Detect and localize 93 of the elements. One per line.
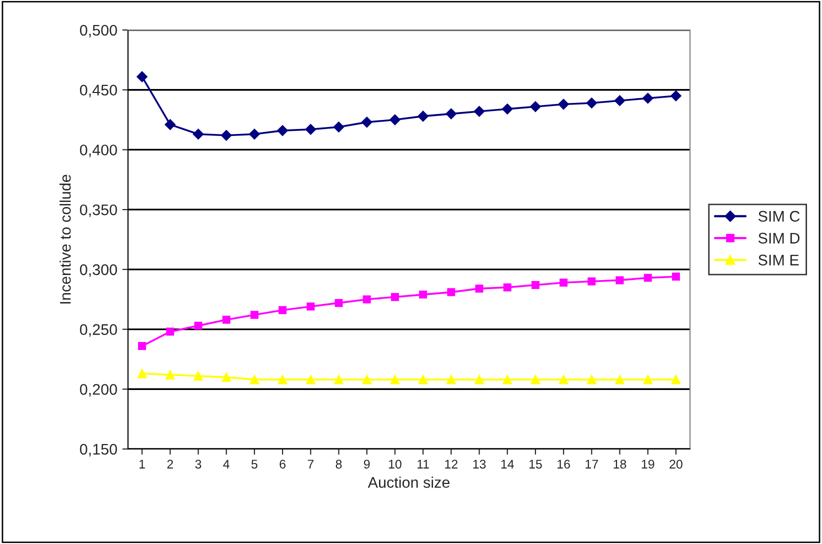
point (306, 374, 316, 384)
point (418, 110, 428, 122)
x-tick-label: 12 (445, 460, 458, 468)
point (616, 276, 624, 284)
point (334, 298, 343, 307)
point (530, 101, 541, 112)
point (277, 125, 288, 136)
y-axis-title: Incentive to collude (60, 174, 71, 304)
x-tick-label: 6 (280, 460, 286, 469)
point (502, 104, 513, 114)
y-tick-label: 0,400 (80, 144, 117, 158)
point (530, 374, 540, 384)
point (672, 272, 680, 281)
point (474, 106, 485, 117)
legend-label: SIM D (758, 232, 800, 244)
point (642, 92, 654, 104)
point (531, 281, 540, 289)
point (194, 322, 202, 330)
point (278, 306, 287, 314)
point (558, 98, 569, 110)
point (250, 374, 260, 384)
point (194, 371, 203, 381)
point (137, 368, 147, 378)
x-tick-label: 4 (223, 460, 230, 468)
point (138, 342, 146, 350)
y-tick-label: 0,200 (80, 384, 117, 397)
point (586, 98, 598, 108)
point (390, 374, 400, 384)
point (136, 71, 148, 82)
point (615, 374, 624, 384)
point (671, 374, 681, 384)
point (306, 302, 315, 311)
point (447, 288, 456, 296)
x-tick-label: 3 (195, 460, 202, 469)
point (588, 277, 596, 286)
point (220, 130, 232, 141)
x-tick-label: 10 (388, 460, 402, 469)
point (166, 328, 174, 336)
point (192, 128, 204, 140)
x-tick-label: 16 (558, 460, 570, 469)
y-tick-label: 0,450 (80, 84, 117, 98)
y-tick-label: 0,350 (80, 204, 117, 218)
point (503, 283, 512, 292)
x-axis-title: Auction size (368, 476, 450, 488)
point (670, 90, 682, 102)
x-tick-label: 14 (501, 460, 514, 468)
y-tick-label: 0,500 (80, 24, 117, 38)
x-tick-label: 2 (167, 460, 173, 468)
point (418, 374, 428, 384)
legend-label: SIM E (758, 254, 799, 266)
point (362, 374, 372, 384)
point (475, 284, 484, 293)
point (586, 374, 596, 384)
point (614, 95, 626, 106)
x-tick-label: 8 (336, 460, 342, 469)
x-tick-label: 20 (670, 460, 682, 469)
x-tick-label: 19 (642, 460, 654, 469)
point (334, 374, 344, 384)
x-tick-label: 9 (364, 460, 370, 469)
x-tick-label: 18 (614, 460, 626, 469)
point (419, 290, 428, 299)
point (644, 274, 652, 282)
point (502, 374, 512, 384)
x-tick-label: 13 (473, 460, 486, 469)
x-tick-label: 7 (308, 460, 314, 468)
point (558, 374, 568, 384)
point (446, 108, 457, 120)
y-tick-label: 0,150 (80, 444, 117, 456)
legend-label: SIM C (758, 210, 800, 222)
point (249, 128, 260, 140)
x-tick-label: 15 (529, 460, 542, 469)
x-tick-label: 11 (418, 460, 429, 468)
point (250, 310, 258, 319)
point (362, 295, 371, 304)
point (222, 316, 230, 324)
x-tick-label: 5 (251, 460, 258, 469)
point (390, 292, 399, 301)
y-tick-label: 0,300 (80, 264, 117, 277)
point (474, 374, 484, 384)
point (164, 119, 176, 130)
point (222, 372, 232, 382)
point (390, 114, 400, 126)
point (305, 124, 316, 135)
point (446, 374, 456, 384)
point (361, 116, 372, 128)
x-tick-label: 1 (140, 460, 145, 468)
x-tick-label: 17 (586, 460, 598, 468)
point (165, 370, 175, 380)
point (560, 278, 568, 287)
point (278, 374, 288, 384)
point (643, 374, 653, 384)
point (333, 122, 344, 132)
y-tick-label: 0,250 (80, 324, 117, 337)
